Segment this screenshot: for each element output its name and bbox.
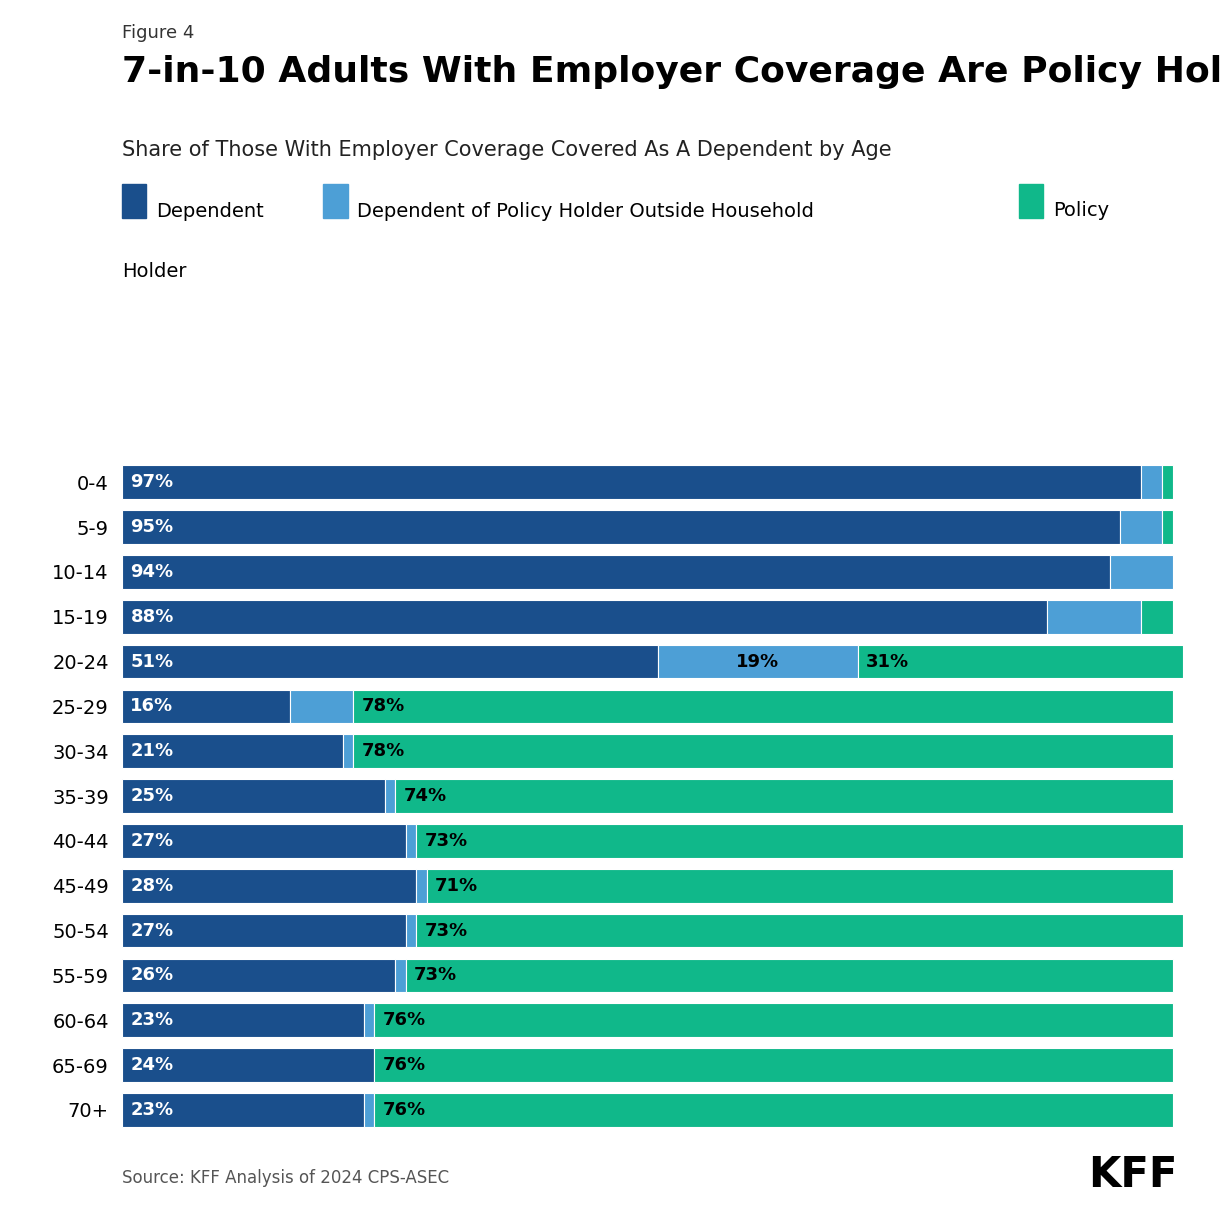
Text: 88%: 88% — [131, 608, 173, 626]
Bar — [290, 689, 354, 723]
Bar — [122, 869, 416, 903]
Bar — [1142, 600, 1172, 633]
Text: 19%: 19% — [736, 653, 780, 671]
Text: Dependent of Policy Holder Outside Household: Dependent of Policy Holder Outside House… — [357, 201, 814, 221]
Bar — [122, 555, 1110, 589]
Bar — [375, 1048, 1172, 1082]
Bar — [375, 1093, 1172, 1127]
Bar — [122, 510, 1120, 544]
Bar — [395, 959, 406, 992]
Text: 21%: 21% — [131, 742, 173, 760]
Bar — [122, 1048, 375, 1082]
Text: 28%: 28% — [131, 877, 173, 894]
Text: Source: KFF Analysis of 2024 CPS-ASEC: Source: KFF Analysis of 2024 CPS-ASEC — [122, 1169, 449, 1187]
Text: 78%: 78% — [361, 742, 405, 760]
Bar — [364, 1093, 375, 1127]
Text: 27%: 27% — [131, 832, 173, 850]
Bar — [1163, 465, 1172, 499]
Text: Figure 4: Figure 4 — [122, 24, 194, 43]
Bar — [1047, 600, 1142, 633]
Bar — [122, 465, 1142, 499]
Text: 76%: 76% — [383, 1057, 426, 1074]
Bar — [858, 644, 1183, 678]
Text: 74%: 74% — [404, 787, 447, 805]
Text: 73%: 73% — [425, 832, 467, 850]
Bar — [1120, 510, 1163, 544]
Bar — [406, 824, 416, 858]
Text: 94%: 94% — [131, 562, 173, 581]
Bar — [343, 734, 354, 769]
Bar — [122, 689, 290, 723]
Text: 76%: 76% — [383, 1011, 426, 1030]
Text: 78%: 78% — [361, 698, 405, 715]
Text: 31%: 31% — [866, 653, 909, 671]
Bar — [354, 734, 1172, 769]
Bar — [416, 824, 1183, 858]
Bar — [384, 780, 395, 813]
Bar — [375, 1003, 1172, 1037]
Bar — [406, 914, 416, 948]
Text: 26%: 26% — [131, 966, 173, 985]
Text: Holder: Holder — [122, 262, 187, 282]
Bar — [122, 959, 395, 992]
Bar — [122, 1003, 364, 1037]
Text: 23%: 23% — [131, 1011, 173, 1030]
Bar — [122, 600, 1047, 633]
Bar — [122, 644, 658, 678]
Text: Dependent: Dependent — [156, 201, 264, 221]
Text: 16%: 16% — [131, 698, 173, 715]
Text: 25%: 25% — [131, 787, 173, 805]
Text: 23%: 23% — [131, 1100, 173, 1119]
Text: 73%: 73% — [414, 966, 458, 985]
Text: KFF: KFF — [1088, 1154, 1177, 1196]
Bar — [122, 824, 406, 858]
Bar — [122, 734, 343, 769]
Bar — [122, 914, 406, 948]
Text: Policy: Policy — [1053, 201, 1109, 221]
Text: 76%: 76% — [383, 1100, 426, 1119]
Bar — [406, 959, 1172, 992]
Text: 73%: 73% — [425, 921, 467, 939]
Text: 7-in-10 Adults With Employer Coverage Are Policy Holders: 7-in-10 Adults With Employer Coverage Ar… — [122, 55, 1220, 89]
Bar — [1110, 555, 1172, 589]
Bar — [354, 689, 1172, 723]
Bar — [395, 780, 1172, 813]
Bar — [364, 1003, 375, 1037]
Bar — [427, 869, 1172, 903]
Bar — [416, 914, 1183, 948]
Text: 27%: 27% — [131, 921, 173, 939]
Text: 95%: 95% — [131, 518, 173, 536]
Text: Share of Those With Employer Coverage Covered As A Dependent by Age: Share of Those With Employer Coverage Co… — [122, 140, 892, 160]
Bar — [122, 780, 384, 813]
Text: 24%: 24% — [131, 1057, 173, 1074]
Bar — [416, 869, 427, 903]
Text: 97%: 97% — [131, 473, 173, 492]
Bar — [1163, 510, 1172, 544]
Bar — [1142, 465, 1163, 499]
Bar — [122, 1093, 364, 1127]
Text: 51%: 51% — [131, 653, 173, 671]
Bar — [658, 644, 858, 678]
Text: 71%: 71% — [436, 877, 478, 894]
